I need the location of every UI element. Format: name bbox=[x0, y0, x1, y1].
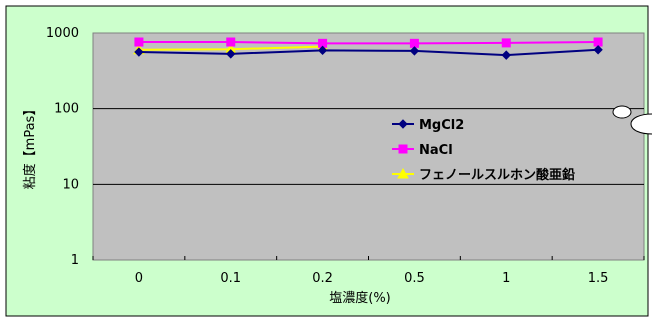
data-point bbox=[134, 37, 144, 47]
series-line bbox=[138, 41, 599, 45]
legend-label: NaCl bbox=[419, 143, 453, 158]
x-tick-label: 0 bbox=[135, 271, 143, 286]
data-point bbox=[593, 45, 603, 55]
x-tick-label: 0.1 bbox=[220, 271, 241, 286]
plot-area bbox=[92, 32, 645, 261]
y-tick-label: 100 bbox=[54, 102, 79, 117]
x-axis-ticks bbox=[92, 256, 645, 260]
legend-marker bbox=[398, 144, 408, 154]
series-line bbox=[138, 48, 599, 57]
y-tick-label: 1000 bbox=[46, 26, 79, 41]
data-point bbox=[593, 37, 603, 47]
y-tick-label: 10 bbox=[62, 177, 79, 192]
legend-item: フェノールスルホン酸亜鉛 bbox=[392, 167, 575, 183]
data-point bbox=[317, 45, 328, 56]
x-axis-title: 塩濃度(%) bbox=[329, 290, 391, 306]
series-diamond bbox=[134, 45, 603, 60]
gridlines bbox=[93, 108, 644, 185]
x-tick-label: 0.2 bbox=[312, 271, 333, 286]
y-axis-title: 粘度【mPas】 bbox=[22, 103, 38, 190]
data-point bbox=[501, 50, 511, 60]
legend-item: MgCl2 bbox=[392, 118, 464, 133]
legend-item: NaCl bbox=[392, 143, 453, 158]
x-tick-label: 0.5 bbox=[404, 271, 425, 286]
legend-label: フェノールスルホン酸亜鉛 bbox=[419, 167, 575, 183]
data-point bbox=[226, 49, 236, 59]
y-axis-tick-labels: 1 10 100 1000 bbox=[46, 26, 79, 268]
data-point bbox=[409, 46, 420, 56]
series-lines bbox=[133, 37, 603, 60]
data-point bbox=[409, 38, 419, 48]
x-tick-label: 1 bbox=[502, 271, 510, 286]
callout-bubble-small bbox=[612, 105, 632, 119]
legend: MgCl2 NaCl フェノールスルホン酸亜鉛 bbox=[392, 118, 575, 183]
legend-marker bbox=[397, 167, 409, 179]
legend-label: MgCl2 bbox=[419, 118, 464, 133]
data-point bbox=[501, 38, 511, 48]
legend-marker bbox=[398, 119, 408, 129]
data-point bbox=[226, 37, 236, 47]
callout-bubble-large bbox=[630, 113, 652, 135]
y-tick-label: 1 bbox=[71, 253, 79, 268]
x-axis-tick-labels: 0 0.1 0.2 0.5 1 1.5 bbox=[135, 271, 609, 286]
x-tick-label: 1.5 bbox=[588, 271, 609, 286]
data-point bbox=[134, 47, 144, 57]
